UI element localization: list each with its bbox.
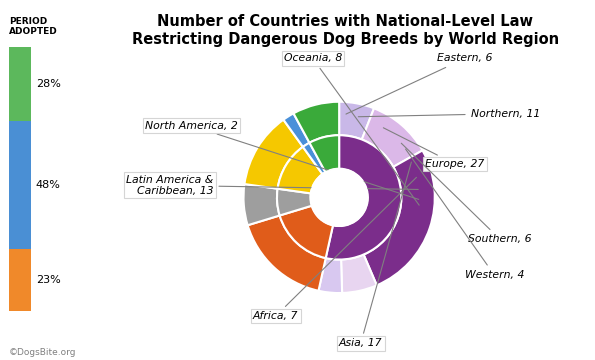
Text: Western, 4: Western, 4 <box>406 149 524 280</box>
Circle shape <box>311 169 368 226</box>
Wedge shape <box>325 135 401 260</box>
Wedge shape <box>248 216 325 291</box>
Wedge shape <box>277 189 312 216</box>
Wedge shape <box>318 258 342 293</box>
Text: Asia, 17: Asia, 17 <box>339 162 411 348</box>
Wedge shape <box>245 120 303 189</box>
Text: 2010-2025: 2010-2025 <box>15 62 24 107</box>
Wedge shape <box>303 143 325 174</box>
Wedge shape <box>243 184 280 225</box>
Wedge shape <box>293 102 339 143</box>
Wedge shape <box>278 147 322 193</box>
Text: 2000-2009: 2000-2009 <box>15 163 24 208</box>
Text: 1990s: 1990s <box>15 267 24 293</box>
Text: 23%: 23% <box>36 275 61 285</box>
Text: Europe, 27: Europe, 27 <box>383 128 484 169</box>
Wedge shape <box>341 255 377 293</box>
Text: Number of Countries with National-Level Law
Restricting Dangerous Dog Breeds by : Number of Countries with National-Level … <box>131 14 559 47</box>
Wedge shape <box>309 135 339 172</box>
Wedge shape <box>364 150 435 285</box>
Text: PERIOD
ADOPTED: PERIOD ADOPTED <box>9 17 58 36</box>
Text: Southern, 6: Southern, 6 <box>401 143 532 244</box>
Wedge shape <box>362 108 422 167</box>
Text: ©DogsBite.org: ©DogsBite.org <box>9 348 76 357</box>
Text: Oceania, 8: Oceania, 8 <box>284 54 419 205</box>
Text: Eastern, 6: Eastern, 6 <box>346 54 493 114</box>
Wedge shape <box>280 206 333 258</box>
Text: North America, 2: North America, 2 <box>145 121 419 199</box>
Text: 28%: 28% <box>36 79 61 89</box>
Wedge shape <box>283 113 309 147</box>
Text: Latin America &
Caribbean, 13: Latin America & Caribbean, 13 <box>126 175 418 196</box>
Text: 48%: 48% <box>36 180 61 190</box>
Wedge shape <box>339 102 374 140</box>
Text: Africa, 7: Africa, 7 <box>253 177 416 321</box>
Text: Northern, 11: Northern, 11 <box>358 109 540 119</box>
